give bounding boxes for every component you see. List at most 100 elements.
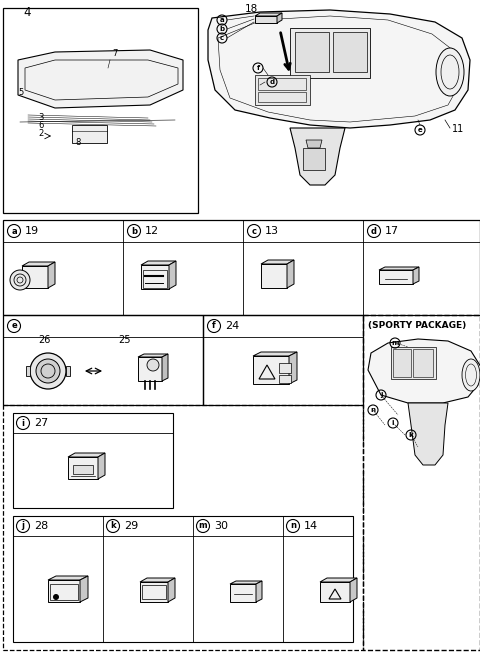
Text: d: d xyxy=(269,79,275,85)
Text: 6: 6 xyxy=(38,121,43,130)
Text: e: e xyxy=(418,127,422,133)
Bar xyxy=(295,32,329,72)
Polygon shape xyxy=(68,457,98,479)
Text: (SPORTY PACKAGE): (SPORTY PACKAGE) xyxy=(368,321,466,330)
Text: a: a xyxy=(220,17,224,23)
Text: b: b xyxy=(219,26,225,32)
Text: d: d xyxy=(371,227,377,236)
Bar xyxy=(303,148,325,170)
Polygon shape xyxy=(230,584,256,602)
Polygon shape xyxy=(48,576,88,580)
Bar xyxy=(290,28,370,78)
Text: 26: 26 xyxy=(38,335,50,345)
Polygon shape xyxy=(255,13,282,16)
Polygon shape xyxy=(48,262,55,288)
Ellipse shape xyxy=(436,48,464,96)
Polygon shape xyxy=(256,581,262,602)
Text: k: k xyxy=(408,432,413,438)
Polygon shape xyxy=(253,356,289,384)
Circle shape xyxy=(147,359,159,371)
Polygon shape xyxy=(408,403,448,465)
Polygon shape xyxy=(22,266,48,288)
Text: 5: 5 xyxy=(18,88,23,97)
Text: n: n xyxy=(371,407,375,413)
Text: 4: 4 xyxy=(23,6,31,19)
Bar xyxy=(3,315,203,405)
Text: 7: 7 xyxy=(112,49,118,58)
Text: b: b xyxy=(131,227,137,236)
Polygon shape xyxy=(230,581,262,584)
Polygon shape xyxy=(169,261,176,289)
Polygon shape xyxy=(98,453,105,479)
Bar xyxy=(279,375,291,383)
Text: 17: 17 xyxy=(385,226,399,236)
Text: a: a xyxy=(11,227,17,236)
Polygon shape xyxy=(138,357,162,381)
Bar xyxy=(73,465,93,474)
Polygon shape xyxy=(306,140,322,148)
Text: i: i xyxy=(22,419,24,428)
Text: m: m xyxy=(199,521,207,531)
Polygon shape xyxy=(80,576,88,602)
Polygon shape xyxy=(168,578,175,602)
Text: 13: 13 xyxy=(265,226,279,236)
Text: f: f xyxy=(212,322,216,331)
Text: 3: 3 xyxy=(38,113,43,122)
Bar xyxy=(13,516,353,642)
Bar xyxy=(255,75,310,105)
Bar xyxy=(393,349,411,377)
Polygon shape xyxy=(208,10,470,128)
Text: j: j xyxy=(380,392,382,398)
Bar xyxy=(363,315,480,650)
Text: 14: 14 xyxy=(304,521,318,531)
Bar xyxy=(13,413,173,508)
Circle shape xyxy=(10,270,30,290)
Polygon shape xyxy=(261,260,294,264)
Text: n: n xyxy=(290,521,296,531)
Bar xyxy=(66,366,70,376)
Ellipse shape xyxy=(462,359,480,391)
Bar xyxy=(391,347,436,379)
Text: 18: 18 xyxy=(245,4,258,14)
Bar xyxy=(3,405,363,650)
Polygon shape xyxy=(18,50,183,108)
Text: e: e xyxy=(11,322,17,331)
Bar xyxy=(413,349,433,377)
Bar xyxy=(258,92,306,102)
Polygon shape xyxy=(379,267,419,270)
Polygon shape xyxy=(48,580,80,602)
Polygon shape xyxy=(277,13,282,23)
Bar xyxy=(279,363,291,373)
Polygon shape xyxy=(22,262,55,266)
Polygon shape xyxy=(138,354,168,357)
Polygon shape xyxy=(287,260,294,288)
Polygon shape xyxy=(261,264,287,288)
Bar xyxy=(50,584,78,600)
Bar xyxy=(3,8,198,213)
Polygon shape xyxy=(140,578,175,582)
Text: 28: 28 xyxy=(34,521,48,531)
Polygon shape xyxy=(255,16,277,23)
Text: 27: 27 xyxy=(34,418,48,428)
Polygon shape xyxy=(289,352,297,384)
Polygon shape xyxy=(368,339,480,403)
Bar xyxy=(72,125,107,143)
Text: 29: 29 xyxy=(124,521,138,531)
Polygon shape xyxy=(140,582,168,602)
Polygon shape xyxy=(141,261,176,265)
Polygon shape xyxy=(141,265,169,289)
Text: 11: 11 xyxy=(452,124,464,134)
Bar xyxy=(258,78,306,90)
Polygon shape xyxy=(162,354,168,381)
Text: j: j xyxy=(22,521,24,531)
Bar xyxy=(142,585,166,599)
Polygon shape xyxy=(320,578,357,582)
Text: c: c xyxy=(220,35,224,41)
Polygon shape xyxy=(350,578,357,602)
Text: k: k xyxy=(110,521,116,531)
Polygon shape xyxy=(413,267,419,284)
Text: i: i xyxy=(392,420,394,426)
Text: f: f xyxy=(256,65,260,71)
Text: 12: 12 xyxy=(145,226,159,236)
Polygon shape xyxy=(68,453,105,457)
